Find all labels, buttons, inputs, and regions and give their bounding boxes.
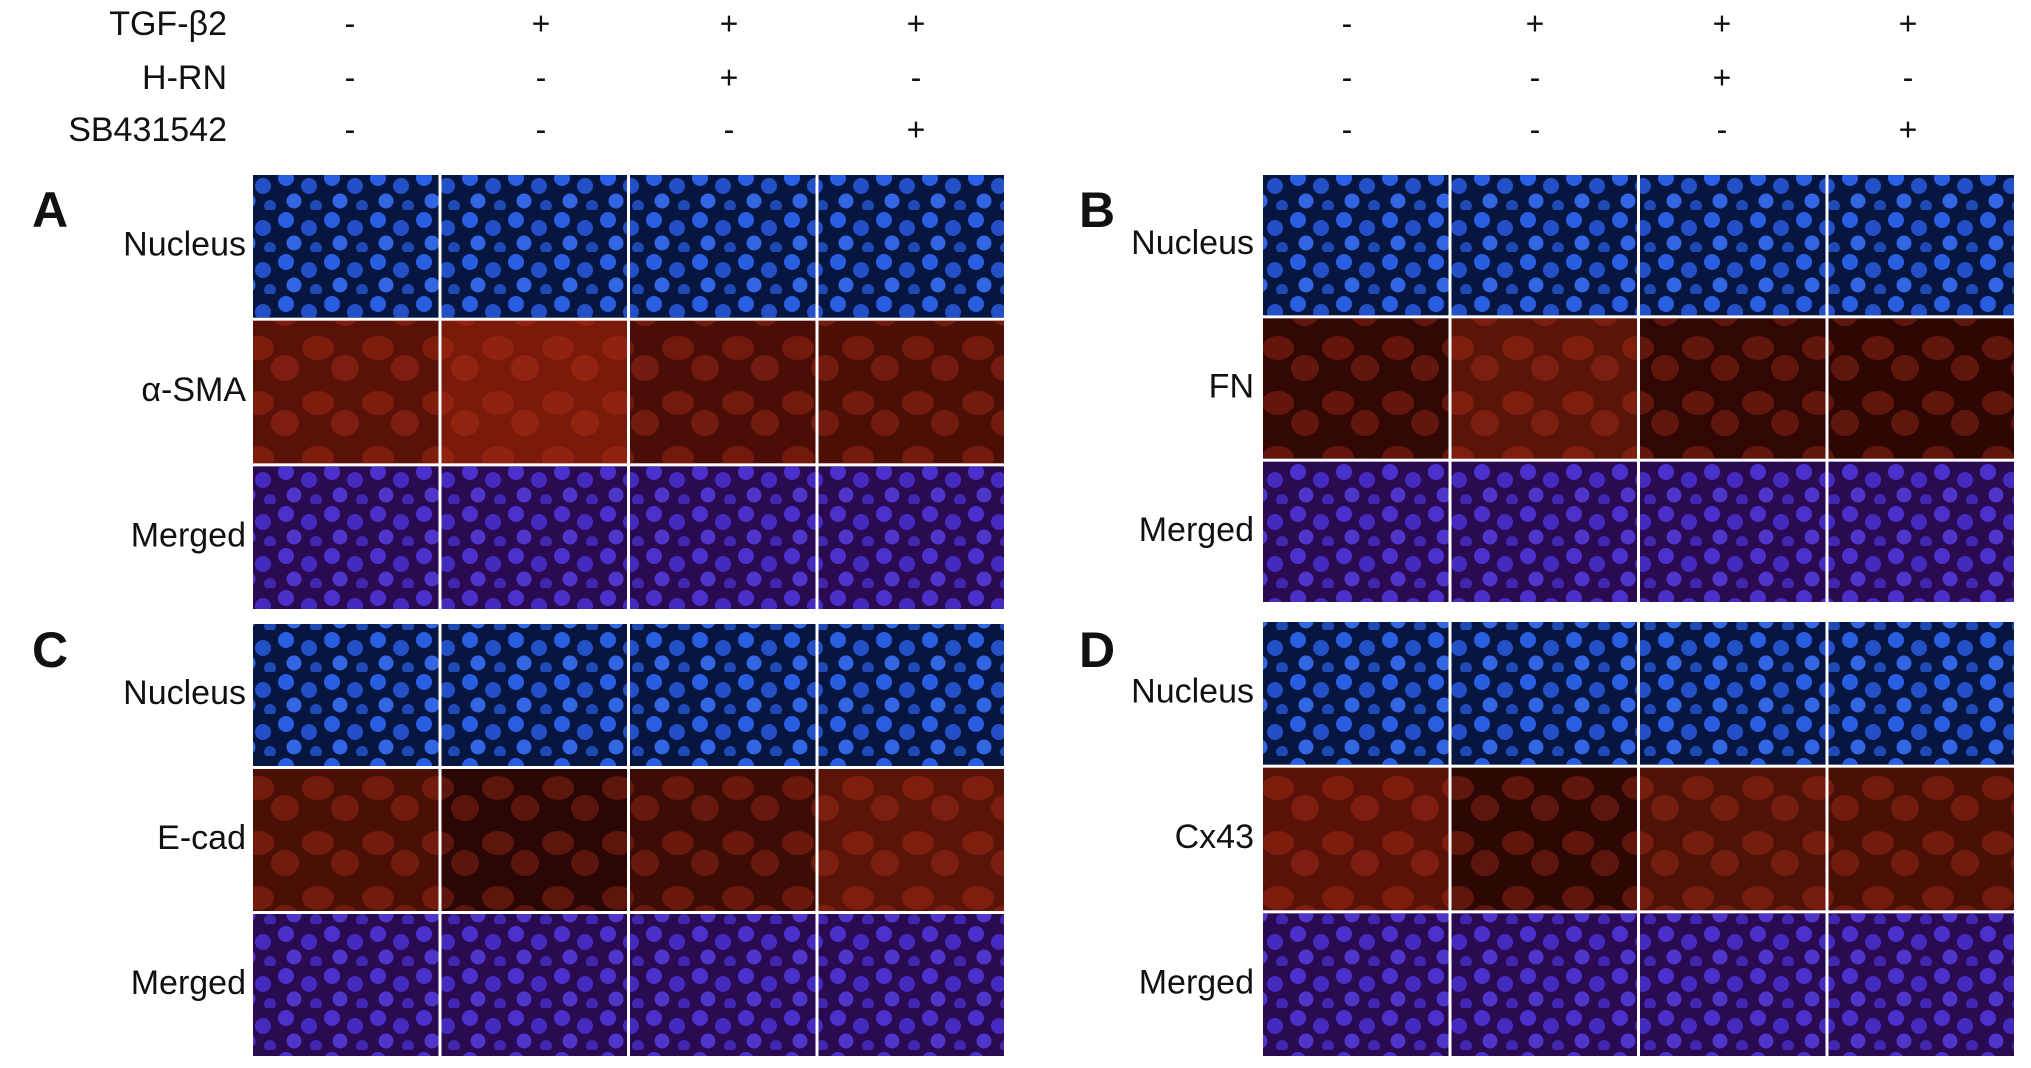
micrograph-texture [253,624,439,766]
sign: + [1526,5,1545,41]
micrograph-texture [1828,318,2014,459]
micrograph-texture [1640,318,1826,459]
treatment-label: TGF-β2 [109,5,227,43]
panel-letter: A [32,182,68,238]
micrograph-texture [441,175,627,318]
micrograph-texture [441,466,627,609]
sign: - [536,59,547,95]
micrograph-texture [253,175,439,318]
row-label: Nucleus [123,674,246,712]
sign: - [1530,111,1541,147]
micrograph-texture [441,769,627,911]
sign: + [1899,111,1918,147]
micrograph-texture [1263,913,1449,1056]
micrograph-texture [1263,767,1449,911]
micrograph-texture [630,624,816,766]
micrograph-texture [630,466,816,609]
micrograph-texture [818,320,1004,464]
micrograph-texture [630,769,816,911]
micrograph-texture [1451,622,1637,765]
row-label: Cx43 [1175,818,1254,856]
panel-letter: B [1079,182,1115,238]
sign: - [345,5,356,41]
sign: - [536,111,547,147]
micrograph-texture [253,769,439,911]
micrograph-texture [1451,767,1637,911]
micrograph-texture [1640,913,1826,1056]
micrograph-texture [1828,913,2014,1056]
micrograph-texture [1451,461,1637,602]
row-label: Nucleus [1131,224,1254,262]
micrograph-texture [818,769,1004,911]
row-label: Merged [131,964,246,1002]
sign: - [345,111,356,147]
sign: - [911,59,922,95]
sign: + [720,59,739,95]
micrograph-texture [630,320,816,464]
micrograph-texture [818,914,1004,1056]
panel-letter: C [32,622,68,678]
micrograph-texture [630,175,816,318]
micrograph-texture [1640,461,1826,602]
panel-letter: D [1079,622,1115,678]
micrograph-texture [1263,318,1449,459]
row-label: Merged [131,517,246,555]
sign: - [1342,5,1353,41]
micrograph-texture [818,175,1004,318]
row-label: E-cad [157,819,246,857]
micrograph-texture [1451,913,1637,1056]
sign: + [1713,59,1732,95]
micrograph-texture [1640,622,1826,765]
micrograph-texture [1828,461,2014,602]
row-label: Merged [1139,964,1254,1002]
micrograph-texture [630,914,816,1056]
treatment-label: H-RN [142,59,227,97]
micrograph-texture [1828,175,2014,316]
sign: - [1717,111,1728,147]
row-label: FN [1209,367,1254,405]
sign: + [1899,5,1918,41]
sign: + [907,111,926,147]
micrograph-texture [1640,175,1826,316]
micrograph-texture [253,320,439,464]
micrograph-texture [1828,622,2014,765]
micrograph-texture [1640,767,1826,911]
micrograph-texture [1263,622,1449,765]
micrograph-texture [1451,175,1637,316]
micrograph-texture [253,466,439,609]
sign: + [907,5,926,41]
treatment-label: SB431542 [68,111,227,149]
micrograph-texture [1263,175,1449,316]
sign: - [345,59,356,95]
row-label: Merged [1139,511,1254,549]
micrograph-texture [441,914,627,1056]
sign: - [724,111,735,147]
sign: + [532,5,551,41]
row-label: α-SMA [141,371,246,409]
micrograph-texture [1263,461,1449,602]
micrograph-texture [818,466,1004,609]
row-label: Nucleus [1131,672,1254,710]
sign: - [1530,59,1541,95]
sign: - [1342,59,1353,95]
micrograph-texture [441,320,627,464]
sign: + [720,5,739,41]
row-label: Nucleus [123,225,246,263]
micrograph-texture [1451,318,1637,459]
sign: + [1713,5,1732,41]
sign: - [1903,59,1914,95]
micrograph-texture [818,624,1004,766]
micrograph-texture [253,914,439,1056]
sign: - [1342,111,1353,147]
micrograph-texture [441,624,627,766]
micrograph-texture [1828,767,2014,911]
